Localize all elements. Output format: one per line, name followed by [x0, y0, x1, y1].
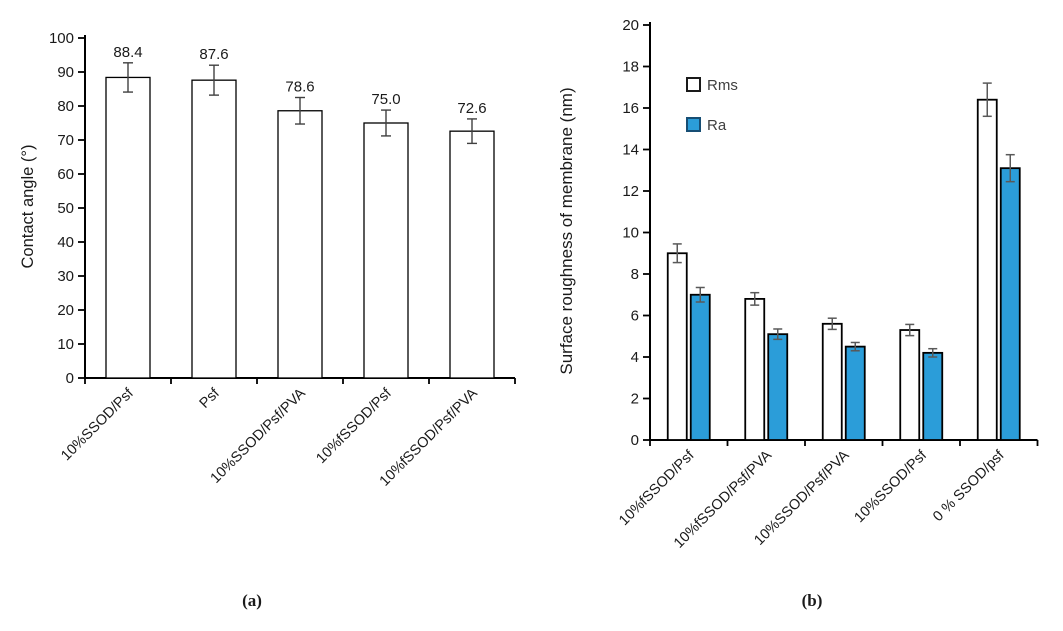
bar-ra: [844, 345, 866, 441]
y-tick-label: 14: [622, 142, 639, 159]
y-tick-label: 8: [631, 266, 639, 283]
bar-rms: [899, 329, 921, 441]
y-tick-label: 20: [622, 17, 639, 34]
bar-contact angle: [449, 130, 495, 379]
y-axis-title: Surface roughness of membrane (nm): [557, 87, 576, 374]
value-label: 87.6: [199, 46, 228, 63]
y-tick-label: 2: [631, 391, 639, 408]
y-tick-label: 12: [622, 183, 639, 200]
x-category-label: Psf: [197, 385, 224, 412]
bar-ra: [767, 333, 789, 441]
bar-ra: [922, 351, 944, 441]
legend-swatch-ra: [686, 117, 701, 132]
value-label: 88.4: [113, 44, 142, 61]
y-tick-label: 10: [622, 225, 639, 242]
bar-ra: [999, 167, 1021, 441]
bar-rms: [666, 252, 688, 441]
x-category-label: 0 % SSOD/psf: [930, 447, 1008, 525]
y-tick-label: 18: [622, 59, 639, 76]
value-label: 75.0: [371, 91, 400, 108]
x-category-label: 10%SSOD/Psf/PVA: [208, 385, 309, 486]
chart-panel-a: 0 10 20 30 40 50 60 70 80 90 100 88.4 10%SSOD/Psf 87.…: [19, 30, 516, 490]
value-label: 78.6: [285, 79, 314, 96]
bar-ra: [689, 293, 711, 441]
y-tick-label: 4: [631, 349, 639, 366]
y-tick-label: 40: [57, 234, 74, 251]
legend-label-ra: Ra: [707, 117, 727, 134]
y-tick-label: 16: [622, 100, 639, 117]
caption-panel-a: (a): [242, 591, 262, 610]
bar-rms: [976, 98, 998, 441]
y-tick-label: 50: [57, 200, 74, 217]
y-tick-label: 30: [57, 268, 74, 285]
y-tick-label: 60: [57, 166, 74, 183]
caption-panel-b: (b): [801, 591, 823, 610]
y-tick-label: 6: [631, 308, 639, 325]
x-category-label: 10%fSSOD/Psf: [616, 447, 698, 529]
y-tick-label: 0: [631, 432, 639, 449]
bar-contact angle: [191, 79, 237, 379]
x-category-label: 10%fSSOD/Psf/PVA: [377, 385, 481, 489]
y-axis-title: Contact angle (°): [19, 145, 37, 269]
legend-swatch-rms: [686, 77, 701, 92]
bar-contact angle: [105, 76, 151, 379]
y-tick-label: 0: [66, 370, 74, 387]
y-tick-label: 90: [57, 64, 74, 81]
x-category-label: 10%SSOD/Psf: [58, 385, 137, 464]
x-category-label: 10%fSSOD/Psf: [313, 385, 395, 467]
y-tick-label: 80: [57, 98, 74, 115]
y-tick-label: 70: [57, 132, 74, 149]
y-tick-label: 100: [49, 30, 74, 47]
bar-rms: [744, 297, 766, 441]
legend-label-rms: Rms: [707, 77, 738, 94]
bar-contact angle: [363, 122, 409, 379]
value-label: 72.6: [457, 100, 486, 117]
bar-rms: [821, 322, 843, 441]
y-tick-label: 10: [57, 336, 74, 353]
chart-panel-b: 0246810121416182010%fSSOD/Psf10%fSSOD/Ps…: [557, 17, 1039, 552]
x-category-label: 10%SSOD/Psf: [852, 447, 931, 526]
bar-contact angle: [277, 110, 323, 379]
y-tick-label: 20: [57, 302, 74, 319]
